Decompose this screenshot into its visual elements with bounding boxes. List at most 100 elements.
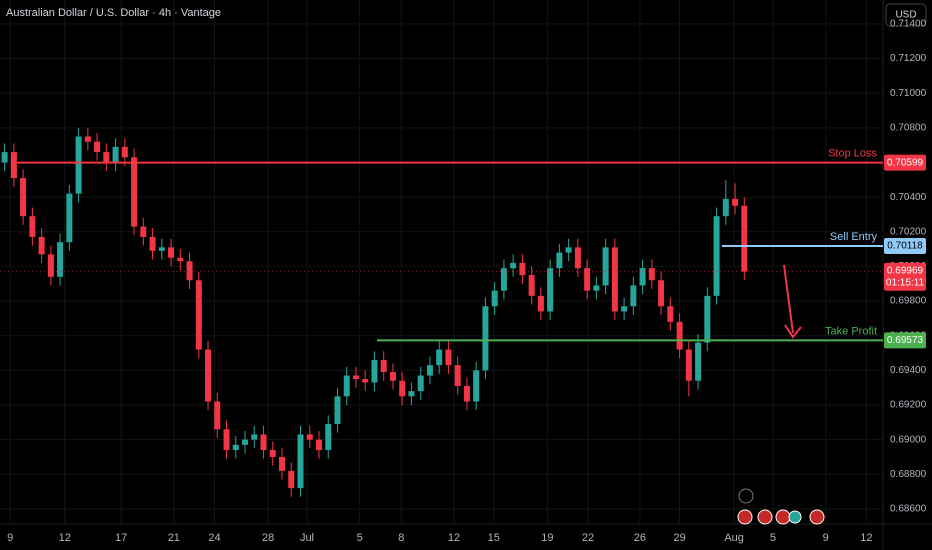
price-badge — [884, 332, 926, 349]
candle-body — [103, 152, 110, 163]
candle-body — [491, 290, 498, 307]
candle-body — [186, 261, 193, 281]
y-tick-label: 0.68800 — [890, 469, 927, 480]
candle-body — [29, 216, 36, 237]
candle-body — [288, 470, 295, 489]
candle-body — [306, 434, 313, 440]
y-tick-label: 0.70400 — [890, 192, 927, 203]
candle-body — [648, 268, 655, 281]
y-tick-label: 0.69800 — [890, 296, 927, 307]
y-tick-label: 0.69200 — [890, 400, 927, 411]
candle-body — [251, 434, 258, 440]
price-badge-value: 0.70118 — [887, 241, 923, 252]
candle-body — [380, 359, 387, 373]
candle-body — [704, 295, 711, 343]
candle-body — [556, 252, 563, 269]
price-line-label: Take Profit — [825, 325, 877, 337]
candle-body — [389, 372, 396, 381]
candle-body — [371, 359, 378, 383]
candle-body — [325, 424, 332, 451]
event-icon[interactable] — [788, 510, 802, 524]
x-tick-label: 9 — [823, 532, 829, 544]
candle-body — [279, 456, 286, 471]
price-badge-value: 0.70599 — [887, 157, 924, 168]
candle-body — [685, 349, 692, 381]
candle-body — [537, 295, 544, 312]
y-tick-label: 0.70200 — [890, 226, 927, 237]
currency-label[interactable]: USD — [895, 10, 916, 21]
candle-body — [168, 247, 175, 258]
x-tick-label: 9 — [7, 532, 13, 544]
candle-body — [75, 136, 82, 194]
y-tick-label: 0.71000 — [890, 88, 927, 99]
event-icon[interactable] — [757, 509, 773, 525]
candle-body — [732, 198, 739, 206]
candle-body — [565, 247, 572, 253]
candle-body — [574, 247, 581, 269]
x-tick-label: 24 — [208, 532, 220, 544]
y-tick-label: 0.69000 — [890, 434, 927, 445]
price-badge — [884, 237, 926, 254]
candle-body — [260, 434, 267, 451]
price-badge — [884, 154, 926, 171]
candle-body — [149, 236, 156, 251]
x-tick-label: Aug — [724, 532, 744, 544]
candle-body — [667, 306, 674, 322]
candle-body — [195, 280, 202, 350]
candle-body — [20, 178, 27, 217]
event-icon[interactable] — [738, 488, 754, 504]
candle-body — [343, 375, 350, 397]
candle-body — [658, 280, 665, 307]
event-icon[interactable] — [775, 509, 791, 525]
candle-body — [131, 157, 138, 227]
candle-body — [519, 262, 526, 276]
y-tick-label: 0.68600 — [890, 504, 927, 515]
candle-body — [94, 141, 101, 153]
candle-body — [454, 365, 461, 386]
candle-body — [510, 262, 517, 269]
x-tick-label: 5 — [770, 532, 776, 544]
event-icon[interactable] — [737, 509, 753, 525]
x-tick-label: 5 — [357, 532, 363, 544]
x-tick-label: 22 — [582, 532, 594, 544]
event-icon[interactable] — [809, 509, 825, 525]
candle-body — [426, 365, 433, 376]
price-badge-value: 0.69573 — [887, 335, 924, 346]
candle-body — [593, 285, 600, 291]
candle-body — [242, 439, 249, 445]
last-price-badge — [884, 262, 926, 291]
candle-body — [417, 375, 424, 392]
candle-body — [463, 385, 470, 402]
candle-body — [713, 216, 720, 296]
x-tick-label: 21 — [168, 532, 180, 544]
x-tick-label: 28 — [262, 532, 274, 544]
candle-body — [297, 434, 304, 489]
candle-body — [38, 236, 45, 255]
x-tick-label: 8 — [398, 532, 404, 544]
last-price-value: 0.69969 — [887, 265, 924, 276]
candle-body — [223, 429, 230, 451]
candle-body — [269, 450, 276, 457]
candle-body — [528, 275, 535, 296]
arrow-head — [784, 324, 802, 339]
candle-body — [500, 268, 507, 291]
countdown: 01:15:11 — [886, 277, 925, 288]
arrow — [783, 264, 794, 334]
x-tick-label: 12 — [59, 532, 71, 544]
candle-body — [547, 268, 554, 312]
candle-body — [584, 268, 591, 291]
candle-body — [611, 247, 618, 312]
y-tick-label: 0.69400 — [890, 365, 927, 376]
candle-body — [741, 205, 748, 272]
candle-body — [639, 268, 646, 286]
candle-body — [205, 349, 212, 402]
price-line-label: Sell Entry — [830, 231, 878, 243]
x-tick-label: 19 — [541, 532, 553, 544]
currency-button[interactable] — [885, 3, 927, 27]
candle-body — [177, 257, 184, 262]
candle-body — [602, 247, 609, 286]
candle-body — [352, 375, 359, 380]
candle-body — [362, 379, 369, 383]
